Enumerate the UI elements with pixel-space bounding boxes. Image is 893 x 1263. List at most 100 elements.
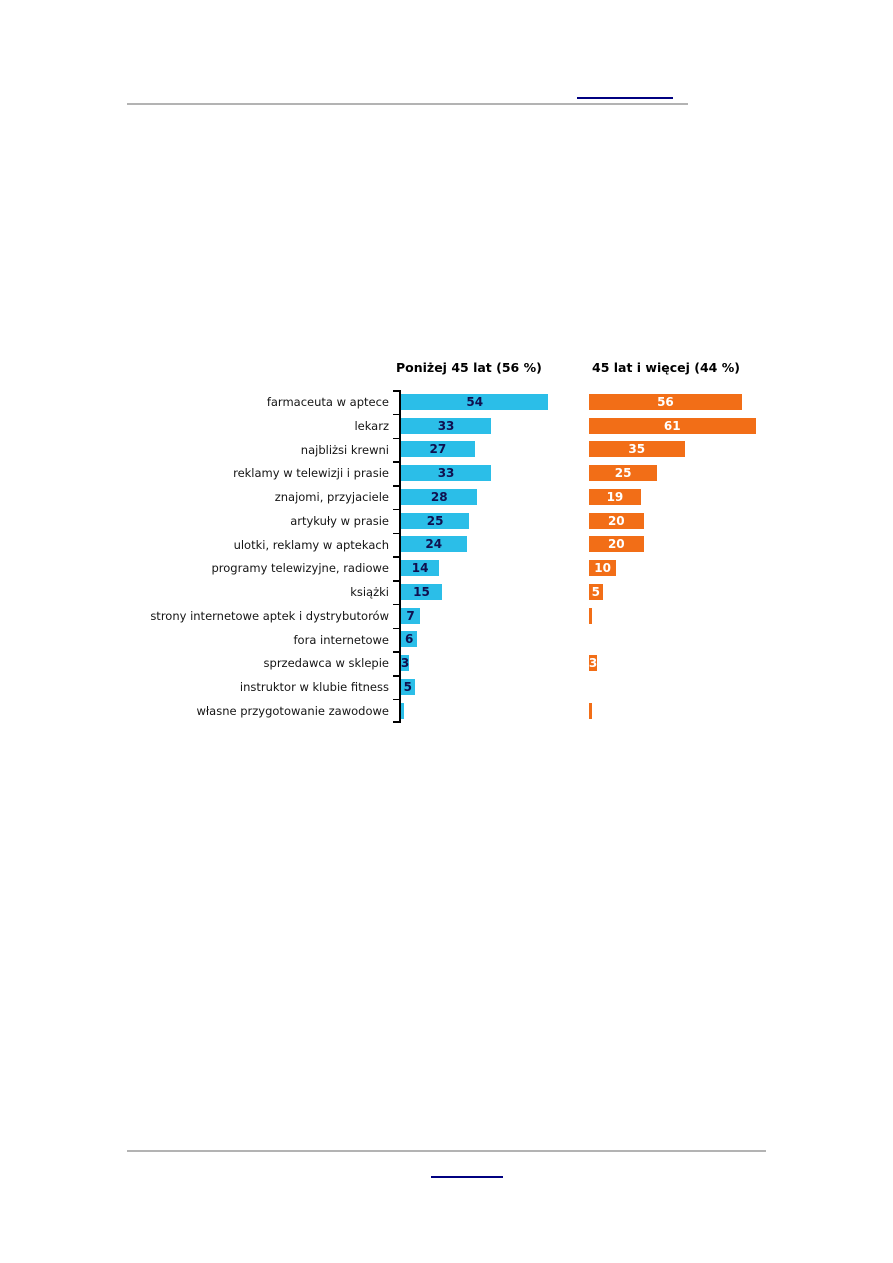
- bar-value-label: 5: [403, 679, 412, 694]
- bar-under-45: 7: [401, 607, 421, 624]
- bar-45-plus: 61: [589, 417, 756, 434]
- axis-tick: [393, 437, 399, 439]
- bar-value-label: 19: [606, 489, 624, 504]
- bar-value-label: 14: [411, 561, 429, 576]
- bar-45-plus: 20: [589, 536, 644, 553]
- bar-value-label: 20: [607, 537, 625, 552]
- bar-45-plus: [589, 702, 592, 719]
- value-axis: [399, 390, 401, 723]
- category-label: reklamy w telewizji i prasie: [233, 466, 389, 481]
- bar-value-label: 27: [429, 442, 447, 457]
- bar-under-45: 25: [401, 512, 470, 529]
- bar-value-label: 54: [466, 394, 484, 409]
- bar-under-45: 3: [400, 655, 410, 672]
- axis-tick: [393, 532, 399, 534]
- category-label: znajomi, przyjaciele: [274, 490, 389, 504]
- bar-45-plus: 5: [589, 583, 603, 600]
- category-label: sprzedawca w sklepie: [263, 656, 389, 671]
- category-label: lekarz: [354, 418, 389, 433]
- chart-column-headers: Poniżej 45 lat (56 %) 45 lat i więcej (4…: [135, 355, 785, 390]
- chart-row: artykuły w prasie 25 20: [135, 509, 785, 533]
- bar-value-label: 6: [405, 632, 414, 647]
- bar-under-45: 33: [401, 417, 492, 434]
- bar-under-45: 28: [401, 488, 478, 505]
- category-label: ulotki, reklamy w aptekach: [233, 537, 389, 552]
- bar-45-plus: 35: [589, 441, 685, 458]
- bottom-horizontal-rule: [127, 1150, 766, 1152]
- axis-tick: [393, 390, 399, 392]
- top-horizontal-rule: [127, 103, 688, 105]
- bar-value-label: 15: [413, 584, 430, 599]
- category-label: artykuły w prasie: [290, 513, 389, 528]
- bar-45-plus: 25: [589, 465, 658, 482]
- bar-45-plus: 19: [589, 488, 641, 505]
- bar-value-label: 3: [400, 656, 410, 671]
- bar-under-45: 54: [401, 393, 549, 410]
- chart-row: programy telewizyjne, radiowe 14 10: [135, 556, 785, 580]
- bar-under-45: 5: [401, 678, 415, 695]
- bar-45-plus: 3: [589, 655, 597, 672]
- axis-tick: [393, 651, 399, 653]
- axis-tick: [393, 508, 399, 511]
- chart-row: znajomi, przyjaciele 28 19: [135, 485, 785, 509]
- bar-value-label: 56: [657, 394, 674, 409]
- category-label: najbliżsi krewni: [300, 442, 389, 457]
- chart-row: sprzedawca w sklepie 3 3: [135, 651, 785, 675]
- bar-value-label: 5: [591, 584, 600, 599]
- bar-value-label: 28: [430, 489, 448, 504]
- axis-tick: [393, 627, 399, 629]
- bar-under-45: [401, 702, 404, 719]
- bar-value-label: 33: [437, 466, 455, 481]
- chart-header-under-45: Poniżej 45 lat (56 %): [396, 360, 542, 375]
- bottom-link-underline[interactable]: [431, 1176, 503, 1178]
- category-label: programy telewizyjne, radiowe: [211, 561, 389, 576]
- bar-value-label: 10: [594, 561, 611, 576]
- bar-under-45: 15: [401, 583, 442, 600]
- category-label: fora internetowe: [293, 632, 390, 647]
- chart-row: fora internetowe 6: [135, 628, 785, 652]
- bar-value-label: 25: [614, 466, 632, 481]
- chart-row: reklamy w telewizji i prasie 33 25: [135, 461, 785, 485]
- axis-tick: [393, 603, 399, 606]
- bar-under-45: 14: [401, 560, 440, 577]
- bar-under-45: 27: [401, 441, 475, 458]
- axis-tick: [393, 580, 399, 582]
- axis-tick: [393, 461, 399, 463]
- bar-45-plus: 10: [589, 560, 617, 577]
- chart-row: książki 15 5: [135, 580, 785, 604]
- axis-tick: [393, 413, 399, 416]
- chart-row: najbliżsi krewni 27 35: [135, 438, 785, 462]
- chart-row: ulotki, reklamy w aptekach 24 20: [135, 533, 785, 557]
- bar-under-45: 24: [401, 536, 467, 553]
- bar-value-label: 20: [607, 513, 625, 528]
- category-label: książki: [350, 585, 389, 599]
- bar-45-plus: 56: [589, 393, 742, 410]
- bar-45-plus: [589, 607, 592, 624]
- category-label: własne przygotowanie zawodowe: [196, 703, 390, 718]
- axis-tick: [393, 485, 399, 487]
- bar-value-label: 24: [425, 537, 443, 552]
- category-label: farmaceuta w aptece: [266, 395, 389, 409]
- axis-tick: [393, 721, 399, 723]
- chart-row: lekarz 33 61: [135, 414, 785, 438]
- bar-45-plus: 20: [589, 512, 644, 529]
- category-label: instruktor w klubie fitness: [239, 680, 389, 694]
- chart-row: własne przygotowanie zawodowe: [135, 699, 785, 723]
- chart-row: farmaceuta w aptece 54 56: [135, 390, 785, 414]
- bar-value-label: 25: [426, 513, 444, 528]
- chart-row: instruktor w klubie fitness 5: [135, 675, 785, 699]
- bar-value-label: 7: [406, 608, 415, 623]
- bar-value-label: 35: [628, 442, 646, 457]
- bar-chart: Poniżej 45 lat (56 %) 45 lat i więcej (4…: [135, 355, 785, 723]
- bar-under-45: 6: [401, 631, 418, 648]
- chart-row: strony internetowe aptek i dystrybutorów…: [135, 604, 785, 628]
- category-label: strony internetowe aptek i dystrybutorów: [150, 608, 389, 623]
- chart-header-45-plus: 45 lat i więcej (44 %): [592, 360, 740, 375]
- axis-tick: [393, 698, 399, 701]
- bar-value-label: 33: [437, 418, 455, 433]
- top-link-underline[interactable]: [577, 97, 673, 99]
- bar-under-45: 33: [401, 465, 492, 482]
- axis-tick: [393, 675, 399, 677]
- bar-value-label: 61: [663, 418, 681, 433]
